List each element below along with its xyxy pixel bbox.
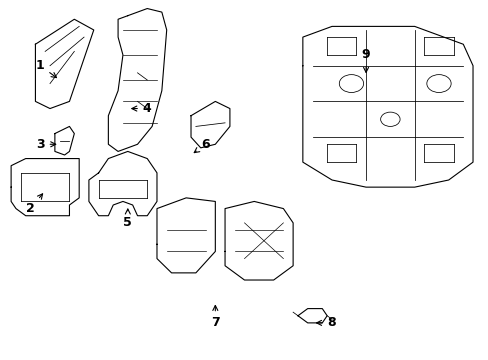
Text: 3: 3 (36, 138, 56, 151)
Text: 8: 8 (316, 316, 336, 329)
Text: 6: 6 (194, 138, 209, 153)
Text: 2: 2 (26, 194, 42, 215)
Text: 9: 9 (361, 49, 369, 72)
Text: 4: 4 (132, 102, 151, 115)
Text: 5: 5 (123, 209, 132, 229)
Text: 7: 7 (210, 306, 219, 329)
Text: 1: 1 (36, 59, 57, 78)
